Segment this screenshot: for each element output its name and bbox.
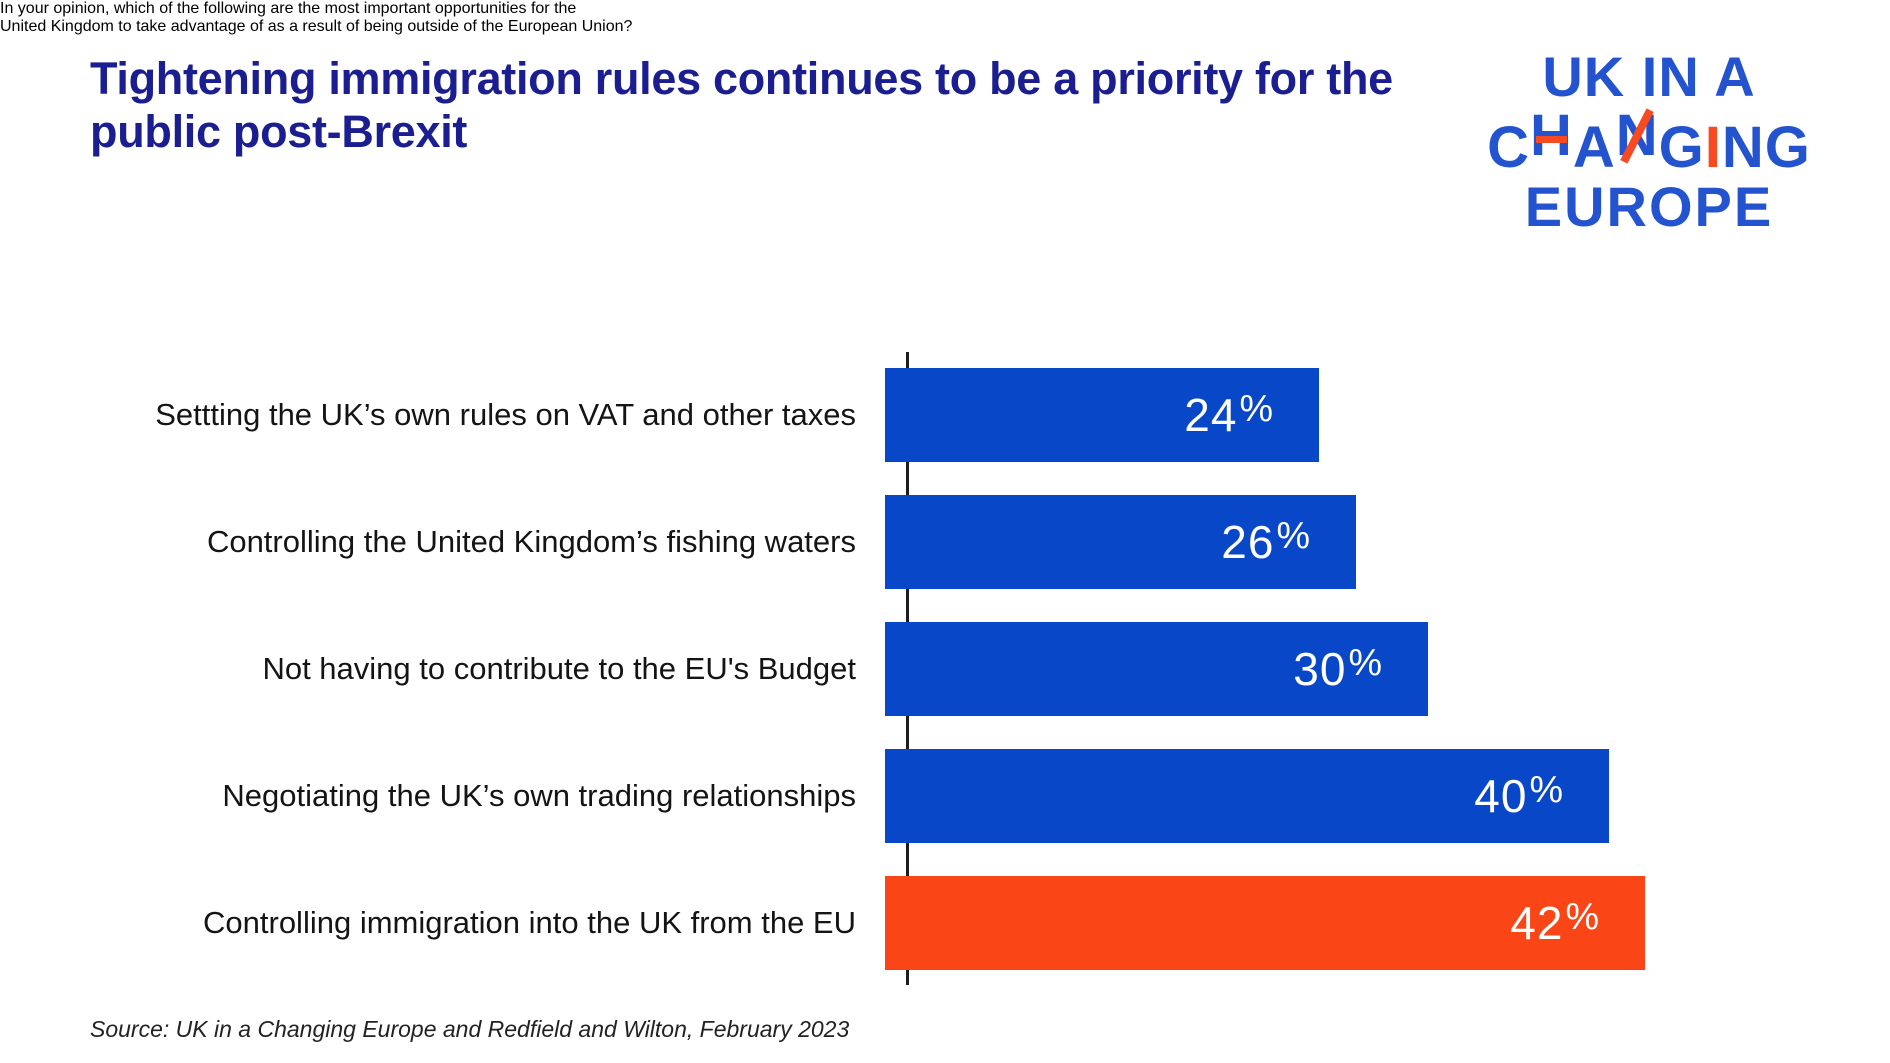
logo-letter-g2: G xyxy=(1764,114,1811,180)
logo-letter-c: C xyxy=(1487,114,1530,180)
category-label: Negotiating the UK’s own trading relatio… xyxy=(222,778,856,813)
title-line-2: public post-Brexit xyxy=(90,106,468,158)
logo-letter-a: A xyxy=(1572,114,1616,180)
bar-track: 24% xyxy=(885,368,1860,462)
bar-track: 26% xyxy=(885,495,1860,589)
category-label: Settting the UK’s own rules on VAT and o… xyxy=(155,397,856,432)
bar-track: 30% xyxy=(885,622,1860,716)
value-label: 42% xyxy=(1510,895,1600,949)
value-label: 40% xyxy=(1474,768,1564,822)
chart-row: Controlling immigration into the UK from… xyxy=(90,876,1860,970)
bar: 26% xyxy=(885,495,1356,589)
category-label: Not having to contribute to the EU's Bud… xyxy=(262,651,856,686)
category-label: Controlling immigration into the UK from… xyxy=(203,905,856,940)
source-note: Source: UK in a Changing Europe and Redf… xyxy=(90,1016,850,1042)
logo-letter-g: G xyxy=(1658,114,1705,180)
subtitle-line-2: United Kingdom to take advantage of as a… xyxy=(0,18,633,35)
uk-in-a-changing-europe-logo: UK IN A CHANGING EUROPE xyxy=(1448,45,1850,238)
logo-line-europe: EUROPE xyxy=(1524,174,1774,238)
chart-row: Not having to contribute to the EU's Bud… xyxy=(90,622,1860,716)
value-label: 24% xyxy=(1184,387,1274,441)
value-label: 26% xyxy=(1221,514,1311,568)
bar-track: 42% xyxy=(885,876,1860,970)
chart-rows: Settting the UK’s own rules on VAT and o… xyxy=(90,368,1860,970)
category-label: Controlling the United Kingdom’s fishing… xyxy=(206,524,856,559)
page-title: Tightening immigration rules continues t… xyxy=(90,52,1393,158)
logo-line-uk-in-a: UK IN A xyxy=(1542,45,1756,108)
bar: 40% xyxy=(885,749,1609,843)
logo-letter-i-orange: I xyxy=(1704,114,1722,180)
bar: 42% xyxy=(885,876,1645,970)
bar: 24% xyxy=(885,368,1319,462)
subtitle-line-1: In your opinion, which of the following … xyxy=(0,0,577,17)
logo-letter-h-orange-crossbar: H xyxy=(1529,106,1573,167)
bar-chart: Settting the UK’s own rules on VAT and o… xyxy=(90,352,1860,985)
logo-letter-n-orange-diagonal: N xyxy=(1615,106,1659,167)
value-label: 30% xyxy=(1293,641,1383,695)
title-line-1: Tightening immigration rules continues t… xyxy=(90,53,1393,104)
bar-track: 40% xyxy=(885,749,1860,843)
bar: 30% xyxy=(885,622,1428,716)
logo-letter-n: N xyxy=(1721,114,1765,180)
chart-row: Negotiating the UK’s own trading relatio… xyxy=(90,749,1860,843)
logo-line-changing: CHANGING xyxy=(1448,106,1850,178)
chart-row: Controlling the United Kingdom’s fishing… xyxy=(90,495,1860,589)
chart-row: Settting the UK’s own rules on VAT and o… xyxy=(90,368,1860,462)
